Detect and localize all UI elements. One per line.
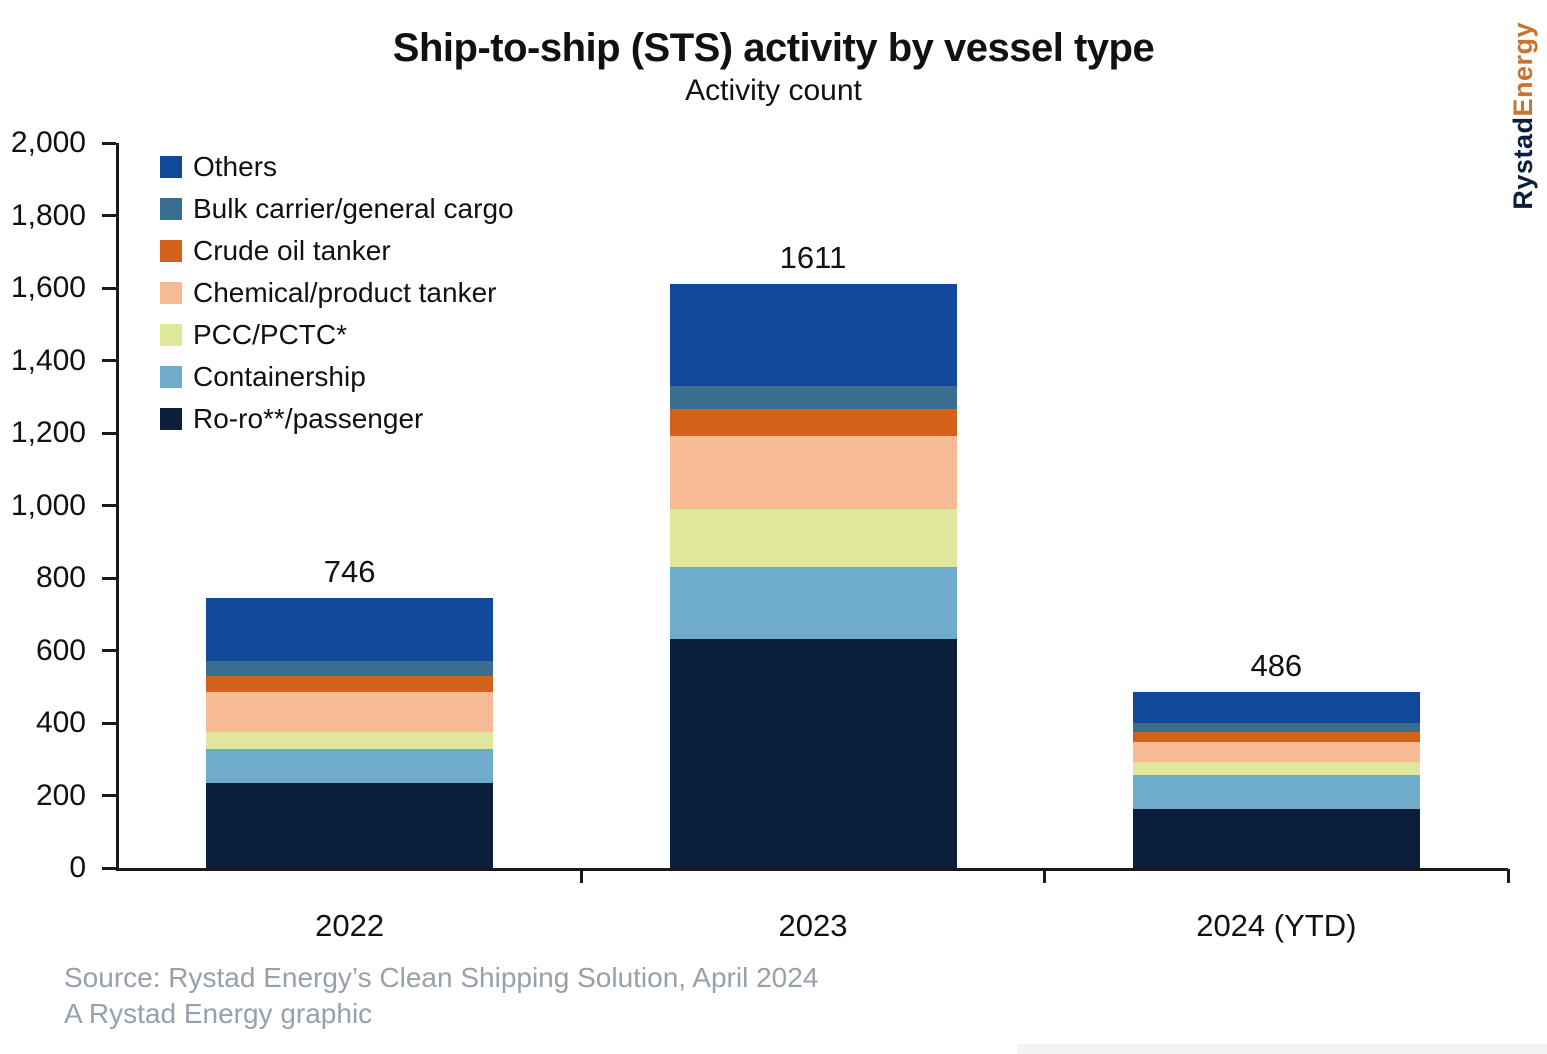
x-axis-tick [1043, 869, 1047, 883]
legend-label: Containership [193, 361, 366, 392]
chart-subtitle: Activity count [685, 74, 862, 107]
source-text: Source: Rystad Energy’s Clean Shipping S… [64, 960, 818, 1032]
y-tick-label: 1,200 [10, 416, 86, 449]
legend-item: PCC/PCTC* [160, 314, 514, 356]
legend: Others Bulk carrier/general cargo Crude oi… [160, 146, 514, 440]
legend-swatch-icon [160, 198, 182, 220]
y-axis-tick [102, 866, 116, 870]
legend-swatch-icon [160, 324, 182, 346]
legend-swatch-icon [160, 408, 182, 430]
bar-segment [1132, 742, 1420, 762]
y-axis-tick [102, 359, 116, 362]
legend-item: Chemical/product tanker [160, 272, 514, 314]
legend-item: Others [160, 146, 514, 188]
legend-label: Chemical/product tanker [193, 277, 497, 308]
y-axis-tick [102, 576, 116, 580]
y-tick-label: 1,000 [10, 488, 86, 522]
bar-segment [669, 639, 957, 868]
y-tick-label: 200 [35, 778, 86, 812]
bar-segment [206, 782, 494, 868]
bar-2024-ytd- [1132, 691, 1420, 868]
bar-segment [206, 675, 494, 693]
bar-segment [669, 509, 957, 568]
logo-energy-text: Energy [1508, 22, 1538, 117]
y-tick-label: 2,000 [10, 126, 86, 159]
y-axis-tick [102, 141, 116, 145]
x-axis [116, 868, 1508, 871]
legend-swatch-icon [160, 366, 182, 388]
bar-value-label: 486 [1250, 647, 1303, 683]
bar-segment [1132, 722, 1420, 733]
x-axis-tick [579, 869, 583, 883]
x-tick-label: 2023 [778, 908, 848, 943]
bar-2023 [669, 284, 957, 868]
y-axis-tick [102, 431, 116, 435]
y-axis [116, 143, 119, 871]
legend-label: PCC/PCTC* [193, 319, 348, 350]
y-tick-label: 1,600 [10, 271, 86, 304]
bar-segment [206, 732, 494, 750]
x-tick-label: 2024 (YTD) [1196, 908, 1357, 943]
y-axis-tick [102, 721, 116, 725]
rystad-energy-logo: RystadEnergy [1508, 22, 1539, 210]
bar-value-label: 1611 [779, 240, 847, 275]
bar-segment [1132, 808, 1420, 868]
y-axis-tick [102, 794, 116, 797]
legend-item: Ro-ro**/passenger [160, 398, 514, 440]
bar-segment [206, 660, 494, 676]
bar-segment [1132, 732, 1420, 743]
bar-segment [1132, 691, 1420, 723]
bar-segment [1132, 775, 1420, 809]
y-tick-label: 1,400 [10, 343, 86, 377]
legend-item: Bulk carrier/general cargo [160, 188, 514, 230]
y-axis-tick [102, 214, 116, 217]
bar-segment [1132, 761, 1420, 776]
legend-label: Others [193, 151, 278, 182]
bar-segment [669, 436, 957, 510]
logo-rystad-text: Rystad [1508, 116, 1538, 210]
source-line-2: A Rystad Energy graphic [64, 998, 373, 1029]
bar-segment [669, 567, 957, 640]
bar-segment [669, 408, 957, 437]
bar-segment [669, 284, 957, 386]
page-title: Ship-to-ship (STS) activity by vessel ty… [392, 26, 1155, 70]
y-tick-label: 0 [69, 851, 86, 884]
watermark-strip [1017, 1032, 1547, 1054]
source-line-1: Source: Rystad Energy’s Clean Shipping S… [64, 962, 819, 993]
bar-segment [669, 385, 957, 409]
bar-segment [206, 692, 494, 733]
legend-label: Ro-ro**/passenger [193, 403, 424, 434]
bar-segment [206, 749, 494, 783]
legend-swatch-icon [160, 156, 182, 178]
legend-swatch-icon [160, 240, 182, 262]
legend-label: Crude oil tanker [193, 235, 391, 266]
legend-label: Bulk carrier/general cargo [193, 193, 514, 224]
x-tick-label: 2022 [315, 908, 385, 943]
plot-area: 0 200 400 600 800 1,000 1,200 1,400 1,600 1,800 2,… [11, 126, 1510, 943]
legend-swatch-icon [160, 282, 182, 304]
legend-item: Crude oil tanker [160, 230, 514, 272]
y-tick-label: 400 [35, 706, 86, 739]
y-axis-tick [102, 504, 116, 507]
bar-value-label: 746 [323, 553, 376, 589]
y-tick-label: 600 [35, 633, 86, 667]
y-axis-tick [102, 286, 116, 290]
legend-item: Containership [160, 356, 514, 398]
y-tick-label: 800 [35, 561, 86, 594]
x-axis-tick [1506, 869, 1510, 883]
bar-2022 [206, 597, 494, 868]
bar-segment [206, 597, 494, 661]
y-axis-tick [102, 649, 116, 652]
y-tick-label: 1,800 [10, 198, 86, 232]
